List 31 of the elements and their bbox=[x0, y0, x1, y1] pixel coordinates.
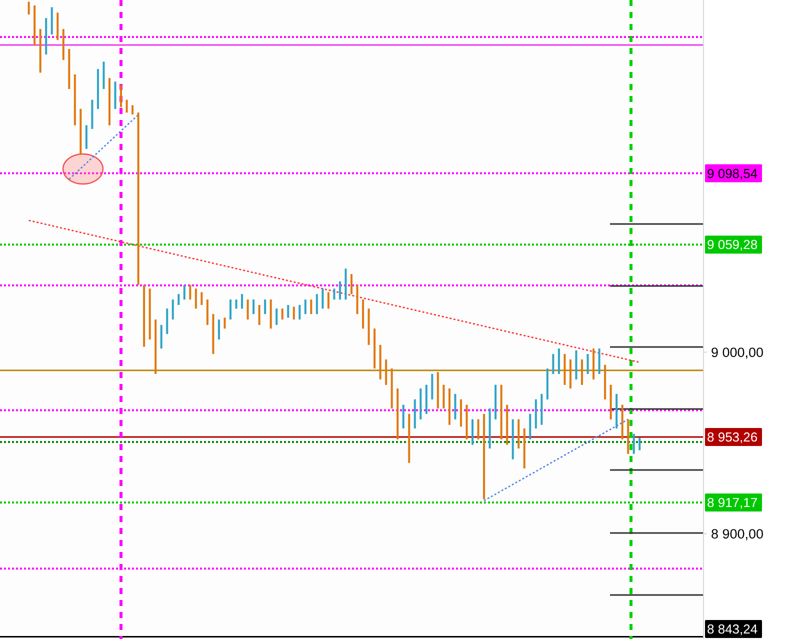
candlestick bbox=[252, 299, 255, 315]
candlestick bbox=[586, 353, 589, 374]
candlestick bbox=[183, 284, 186, 300]
candlestick bbox=[632, 433, 635, 454]
y-tick-label: 9 000,00 bbox=[711, 344, 764, 360]
ref-line-label: 9 059,28 bbox=[707, 237, 758, 252]
ref-line-label: 8 917,17 bbox=[707, 495, 758, 510]
candlestick bbox=[442, 384, 445, 409]
candlestick bbox=[194, 288, 197, 310]
candlestick bbox=[85, 124, 88, 150]
candlestick bbox=[172, 299, 174, 320]
ref-line-label: 8 953,26 bbox=[707, 430, 758, 445]
candlestick bbox=[316, 294, 318, 315]
candlestick bbox=[310, 299, 312, 315]
candlestick bbox=[276, 308, 278, 326]
candlestick bbox=[246, 299, 249, 320]
candlestick bbox=[304, 299, 306, 315]
candlestick bbox=[178, 294, 180, 306]
ref-line-label: 8 843,24 bbox=[707, 622, 758, 637]
candlestick bbox=[189, 284, 192, 300]
candlestick bbox=[477, 418, 480, 440]
ref-line-label: 9 098,54 bbox=[707, 166, 758, 181]
candlestick bbox=[552, 353, 554, 374]
candlestick bbox=[402, 404, 404, 429]
candlestick bbox=[264, 299, 266, 315]
candlestick bbox=[258, 304, 260, 326]
candlestick bbox=[218, 319, 220, 340]
y-tick-label: 8 900,00 bbox=[711, 526, 764, 542]
candlestick bbox=[241, 294, 244, 310]
candlestick bbox=[200, 292, 203, 306]
candlestick bbox=[322, 288, 324, 310]
